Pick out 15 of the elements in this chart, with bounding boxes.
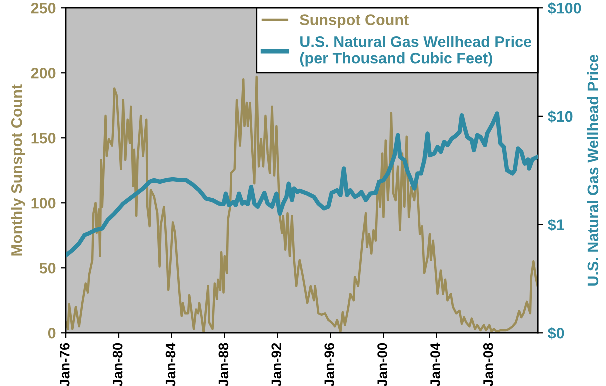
y2-axis-title: U.S. Natural Gas Wellhead Price [587, 54, 599, 286]
y-tick-label: 200 [31, 68, 56, 79]
y-tick-label: 100 [32, 198, 56, 209]
legend-label: Sunspot Count [300, 14, 409, 28]
line-series [66, 112, 538, 258]
y2-tick-label: $100 [548, 2, 582, 15]
y-tick-label: 250 [31, 2, 56, 14]
y-tick-label: 50 [40, 262, 56, 274]
y2-tick-label: $10 [548, 110, 573, 124]
y2-tick-label: $1 [548, 218, 564, 232]
y2-tick-label: $0 [548, 327, 564, 340]
y-tick-label: 150 [32, 132, 56, 144]
y-axis-title: Monthly Sunspot Count [11, 84, 26, 256]
y-tick-label: 0 [48, 328, 56, 339]
legend-label: U.S. Natural Gas Wellhead Price (per Thousand Cubic Feet) [300, 36, 532, 67]
